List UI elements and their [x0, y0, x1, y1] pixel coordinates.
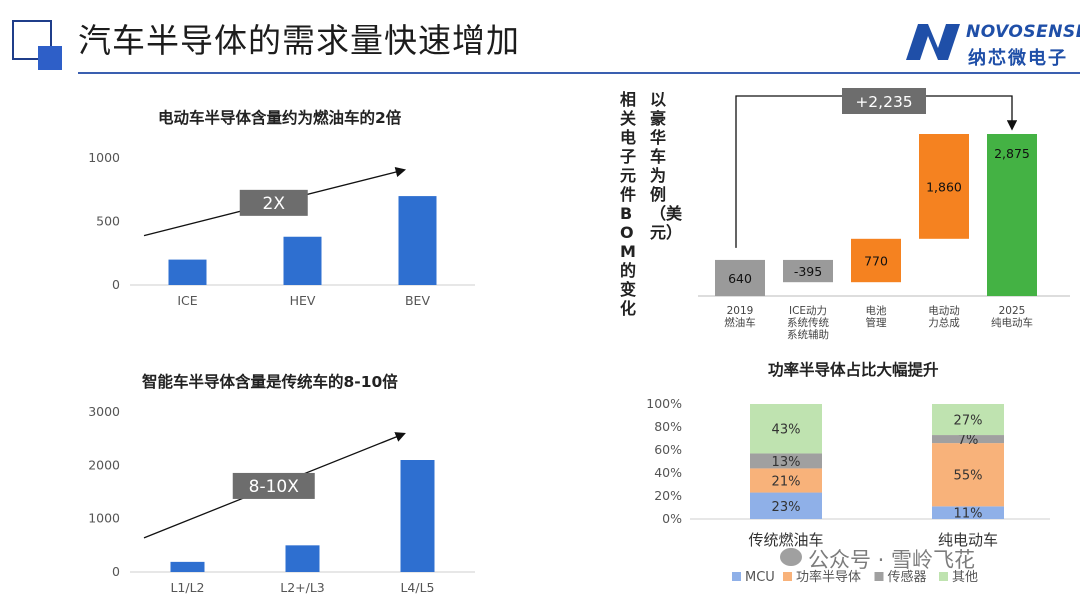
y-tick-label: 80%	[654, 419, 682, 434]
x-category-label: 传统燃油车	[748, 531, 823, 549]
waterfall-step-label: 电池	[866, 304, 887, 317]
legend-label: 传感器	[888, 569, 927, 585]
x-tick-label: ICE	[177, 293, 197, 308]
x-tick-label: L4/L5	[400, 580, 434, 595]
bar-l4l5	[400, 460, 435, 572]
stack-seg-2-0	[750, 453, 822, 469]
y-tick-label: 0	[112, 277, 120, 292]
waterfall-step-label: ICE动力	[789, 304, 827, 317]
stack-value-label: 13%	[772, 455, 801, 470]
novosense-logo-icon	[906, 24, 960, 60]
y-tick-label: 1000	[88, 511, 120, 526]
bar-bev	[398, 196, 437, 285]
stack-seg-1-0	[750, 468, 822, 493]
bar-hev	[283, 236, 322, 285]
chart4-title: 功率半导体占比大幅提升	[768, 361, 939, 379]
waterfall-ylabel-col2: 以豪华车为例（美元）	[650, 90, 683, 242]
waterfall-ylabel-col1: 相关电子元件BOM的变化	[620, 90, 637, 318]
stack-seg-1-1	[932, 443, 1004, 507]
y-tick-label: 60%	[654, 442, 682, 457]
waterfall-step-label: 电动动	[928, 304, 960, 317]
bar-l2l3	[285, 545, 320, 572]
logo-chinese: 纳芯微电子	[968, 48, 1068, 69]
waterfall-step-label: 力总成	[928, 316, 960, 329]
chart4-power-semiconductor-share: 0% 20% 40% 60% 80% 100% 23% 21% 13% 43% 传统燃油车 11% 55…	[646, 396, 1050, 585]
legend-label: MCU	[745, 570, 775, 585]
y-tick-label: 500	[96, 214, 120, 229]
stack-seg-3-0	[750, 404, 822, 454]
stack-seg-2-1	[932, 435, 1004, 444]
legend-swatch	[874, 572, 884, 581]
waterfall-step-label: 2019	[727, 305, 754, 317]
waterfall-step-label: 系统传统	[787, 316, 829, 329]
waterfall-step-label: 管理	[866, 316, 887, 329]
legend-label: 其他	[952, 570, 978, 585]
y-tick-label: 100%	[646, 396, 682, 411]
watermark: 公众号 · 雪岭飞花	[808, 548, 976, 572]
stack-seg-3-1	[932, 404, 1004, 436]
stack-value-label: 55%	[954, 469, 983, 484]
waterfall-bar-0	[715, 259, 765, 296]
stack-value-label: 7%	[958, 433, 979, 448]
annotation-box	[239, 189, 308, 216]
annotation-label: 8-10X	[249, 477, 300, 497]
page-title: 汽车半导体的需求量快速增加	[78, 21, 520, 60]
stack-value-label: 27%	[954, 414, 983, 429]
waterfall-step-label: 燃油车	[724, 316, 756, 329]
waterfall-bar-3	[919, 134, 969, 239]
increase-arrow	[735, 95, 1018, 248]
waterfall-value-label: 2,875	[994, 146, 1030, 161]
header-divider	[78, 72, 1080, 74]
y-tick-label: 40%	[654, 465, 682, 480]
y-tick-label: 3000	[88, 404, 120, 419]
annotation-box	[232, 472, 315, 499]
annotation-box	[842, 88, 926, 114]
annotation-label: 2X	[263, 194, 286, 214]
legend-swatch	[732, 572, 741, 581]
bar-l1l2	[170, 561, 205, 572]
waterfall-bar-4	[987, 134, 1037, 296]
square-logo-icon	[12, 20, 52, 60]
x-tick-label: HEV	[290, 293, 316, 308]
waterfall-value-label: 770	[864, 254, 888, 269]
y-tick-label: 2000	[88, 457, 120, 472]
x-tick-label: L1/L2	[170, 580, 204, 595]
waterfall-value-label: -395	[794, 264, 822, 279]
stack-seg-0-1	[932, 506, 1004, 519]
waterfall-step-label: 纯电动车	[991, 316, 1033, 329]
waterfall-bar-1	[783, 259, 833, 283]
stack-value-label: 21%	[772, 474, 801, 489]
annotation-label: +2,235	[855, 93, 912, 111]
stack-value-label: 11%	[954, 507, 983, 522]
legend-swatch	[783, 572, 792, 581]
stack-value-label: 23%	[772, 500, 801, 515]
y-tick-label: 20%	[654, 488, 682, 503]
y-tick-label: 0	[112, 564, 120, 579]
bar-ice	[168, 259, 207, 285]
stack-value-label: 43%	[772, 423, 801, 438]
waterfall-value-label: 1,860	[926, 179, 962, 194]
stack-seg-0-0	[750, 492, 822, 519]
chart1-title: 电动车半导体含量约为燃油车的2倍	[158, 109, 402, 127]
waterfall-value-label: 640	[728, 271, 752, 286]
waterfall-step-label: 系统辅助	[787, 328, 829, 340]
chart1-ev-semiconductor: 0 500 1000 ICE HEV BEV 2X	[88, 150, 475, 308]
waterfall-step-label: 2025	[999, 305, 1026, 317]
y-tick-label: 0%	[662, 511, 682, 526]
chart2-title: 智能车半导体含量是传统车的8-10倍	[142, 373, 398, 391]
legend-label: 功率半导体	[796, 569, 861, 585]
legend-swatch	[939, 572, 948, 581]
waterfall-bar-2	[851, 238, 901, 283]
chart2-smart-car-semiconductor: 0 1000 2000 3000 L1/L2 L2+/L3 L4/L5 8-10X	[88, 404, 475, 595]
x-tick-label: BEV	[405, 293, 430, 308]
logo-text: NOVOSENSE	[966, 22, 1080, 42]
square-logo-icon-fill	[38, 46, 62, 70]
y-tick-label: 1000	[88, 150, 120, 165]
wechat-icon	[780, 548, 802, 566]
x-category-label: 纯电动车	[938, 531, 998, 549]
x-tick-label: L2+/L3	[280, 580, 325, 595]
